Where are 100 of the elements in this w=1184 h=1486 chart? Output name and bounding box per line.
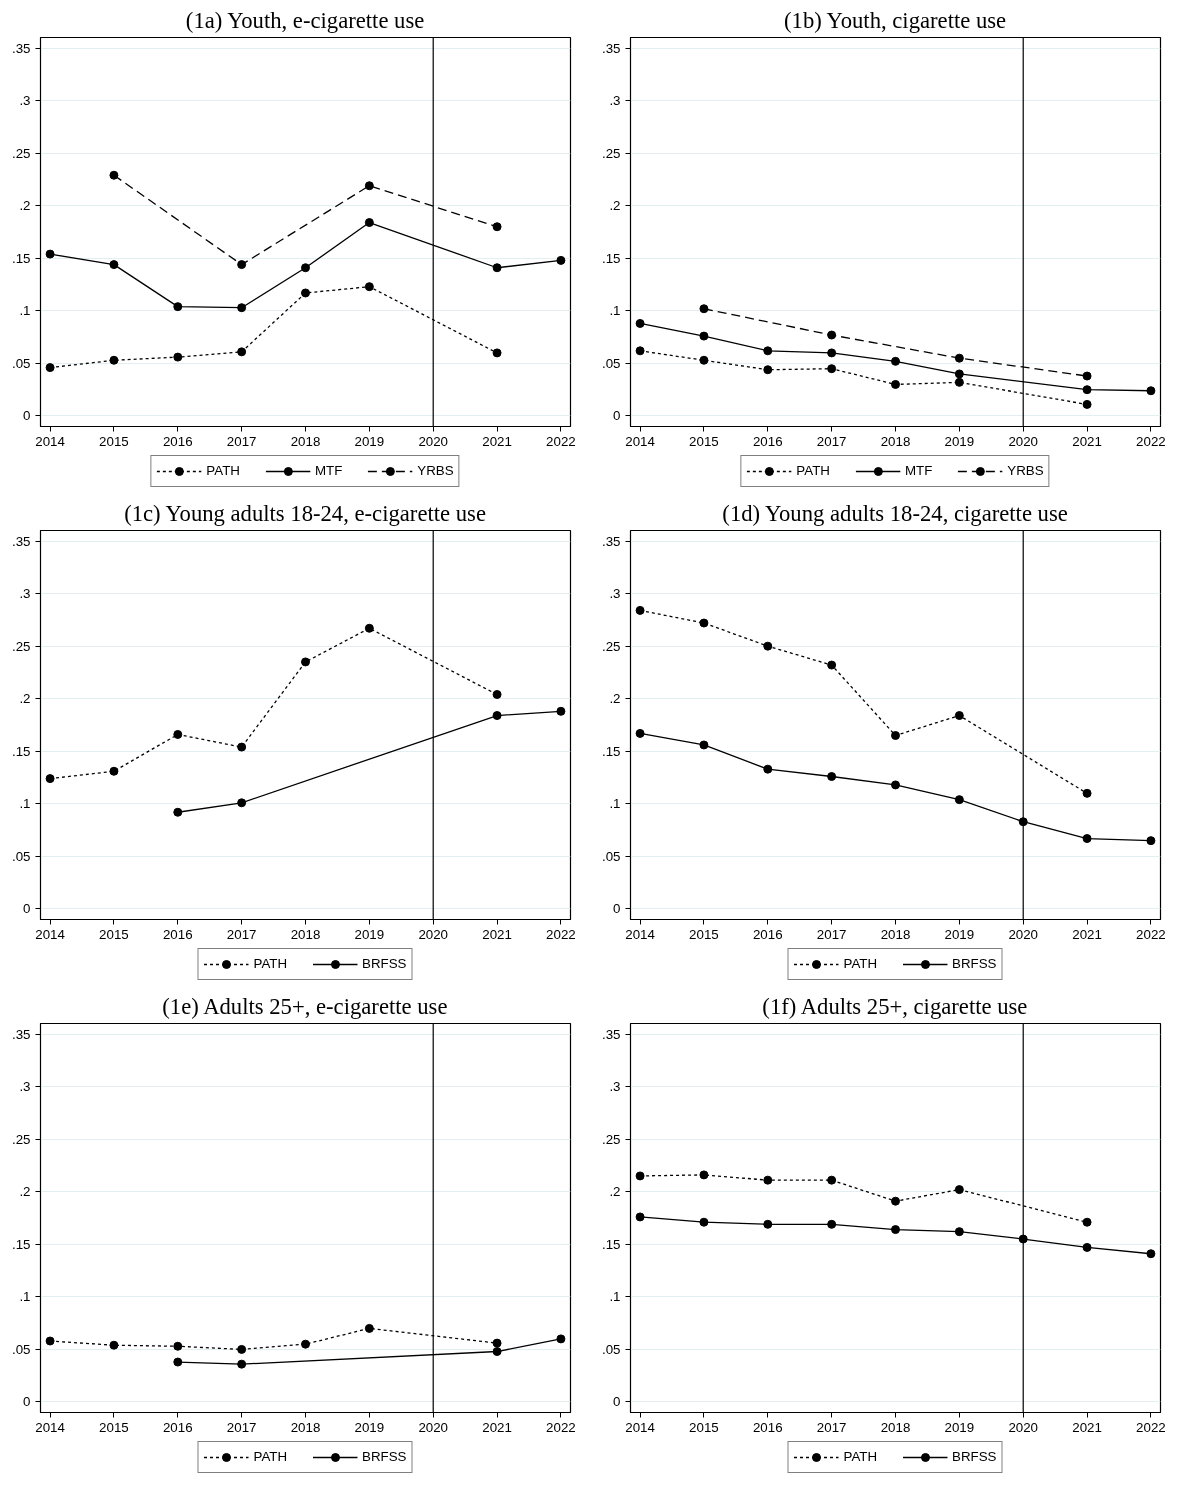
y-tick-label: .15 [601, 250, 621, 266]
y-tick-label: .1 [609, 796, 621, 812]
y-tick-label: .15 [11, 250, 31, 266]
x-tick-label: 2019 [354, 1419, 385, 1435]
legend-label: PATH [796, 463, 830, 478]
x-tick-label: 2020 [418, 1419, 449, 1435]
y-tick-label: .35 [601, 1026, 621, 1042]
x-tick-label: 2016 [752, 433, 783, 449]
legend-label: PATH [206, 463, 240, 478]
y-tick-label: .05 [601, 1341, 621, 1357]
x-tick-label: 2016 [162, 1419, 193, 1435]
legend-label: YRBS [1007, 463, 1044, 478]
x-tick-label: 2018 [290, 926, 321, 942]
legend-label: BRFSS [952, 956, 997, 971]
x-tick-label: 2021 [482, 1419, 512, 1435]
x-tick-label: 2020 [418, 926, 449, 942]
x-tick-label: 2022 [546, 1419, 576, 1435]
chart-title: (1a) Youth, e-cigarette use [185, 7, 425, 33]
legend-label: PATH [253, 1449, 288, 1464]
y-tick-label: .05 [601, 355, 621, 371]
x-tick-label: 2018 [290, 1419, 321, 1435]
y-tick-label: .3 [609, 93, 621, 109]
x-tick-label: 2016 [752, 926, 783, 942]
x-tick-label: 2018 [880, 433, 911, 449]
legend-label: BRFSS [362, 956, 407, 971]
x-tick-label: 2021 [482, 926, 512, 942]
y-tick-label: .35 [11, 40, 31, 56]
x-tick-label: 2017 [226, 1419, 257, 1435]
y-tick-label: .15 [11, 743, 31, 759]
x-tick-label: 2021 [1072, 433, 1102, 449]
y-tick-label: .15 [601, 1236, 621, 1252]
x-tick-label: 2015 [689, 433, 719, 449]
y-tick-label: .35 [601, 533, 621, 549]
y-tick-label: .35 [11, 1026, 31, 1042]
chart-title: (1e) Adults 25+, e-cigarette use [162, 993, 448, 1019]
legend-label: PATH [843, 1449, 878, 1464]
y-tick-label: 0 [613, 408, 621, 424]
y-tick-label: .1 [19, 303, 31, 319]
x-tick-label: 2020 [418, 433, 449, 449]
y-tick-label: 0 [23, 901, 31, 917]
chart-title: (1d) Young adults 18-24, cigarette use [722, 500, 1068, 526]
x-tick-label: 2015 [99, 926, 129, 942]
x-tick-label: 2020 [1008, 926, 1039, 942]
y-tick-label: .25 [11, 145, 31, 161]
x-tick-label: 2014 [625, 926, 656, 942]
x-tick-label: 2015 [99, 433, 129, 449]
y-tick-label: .1 [609, 1289, 621, 1305]
x-tick-label: 2021 [1072, 1419, 1102, 1435]
legend-label: PATH [843, 956, 878, 971]
x-tick-label: 2014 [625, 1419, 656, 1435]
x-tick-label: 2018 [290, 433, 321, 449]
x-tick-label: 2017 [816, 433, 847, 449]
y-tick-label: .25 [601, 1131, 621, 1147]
y-tick-label: .25 [11, 1131, 31, 1147]
y-tick-label: .1 [609, 303, 621, 319]
x-tick-label: 2018 [880, 1419, 911, 1435]
x-tick-label: 2014 [35, 926, 66, 942]
y-tick-label: .15 [11, 1236, 31, 1252]
x-tick-label: 2016 [752, 1419, 783, 1435]
x-tick-label: 2020 [1008, 433, 1039, 449]
x-tick-label: 2022 [546, 926, 576, 942]
x-tick-label: 2018 [880, 926, 911, 942]
x-tick-label: 2014 [35, 1419, 66, 1435]
x-tick-label: 2017 [816, 1419, 847, 1435]
legend-label: YRBS [417, 463, 454, 478]
y-tick-label: .15 [601, 743, 621, 759]
y-tick-label: .05 [11, 355, 31, 371]
y-tick-label: .2 [19, 691, 31, 707]
x-tick-label: 2014 [35, 433, 66, 449]
x-tick-label: 2022 [546, 433, 576, 449]
y-tick-label: .25 [601, 638, 621, 654]
y-tick-label: .2 [19, 1184, 31, 1200]
legend-label: PATH [253, 956, 288, 971]
y-tick-label: .25 [11, 638, 31, 654]
chart-title: (1b) Youth, cigarette use [784, 7, 1007, 33]
x-tick-label: 2020 [1008, 1419, 1039, 1435]
chart-title: (1c) Young adults 18-24, e-cigarette use [124, 500, 486, 526]
x-tick-label: 2019 [354, 433, 385, 449]
y-tick-label: .35 [11, 533, 31, 549]
x-tick-label: 2015 [689, 1419, 719, 1435]
y-tick-label: 0 [613, 901, 621, 917]
x-tick-label: 2019 [944, 1419, 975, 1435]
y-tick-label: .3 [609, 1079, 621, 1095]
y-tick-label: .1 [19, 796, 31, 812]
x-tick-label: 2015 [99, 1419, 129, 1435]
y-tick-label: .3 [609, 586, 621, 602]
legend-label: MTF [314, 463, 343, 478]
x-tick-label: 2016 [162, 926, 193, 942]
y-tick-label: .35 [601, 40, 621, 56]
x-tick-label: 2021 [1072, 926, 1102, 942]
x-tick-label: 2022 [1136, 1419, 1166, 1435]
y-tick-label: .1 [19, 1289, 31, 1305]
y-tick-label: .25 [601, 145, 621, 161]
y-tick-label: 0 [613, 1394, 621, 1410]
y-tick-label: .2 [609, 1184, 621, 1200]
x-tick-label: 2014 [625, 433, 656, 449]
y-tick-label: .05 [601, 848, 621, 864]
chart-title: (1f) Adults 25+, cigarette use [762, 993, 1028, 1019]
y-tick-label: 0 [23, 408, 31, 424]
y-tick-label: .2 [609, 198, 621, 214]
